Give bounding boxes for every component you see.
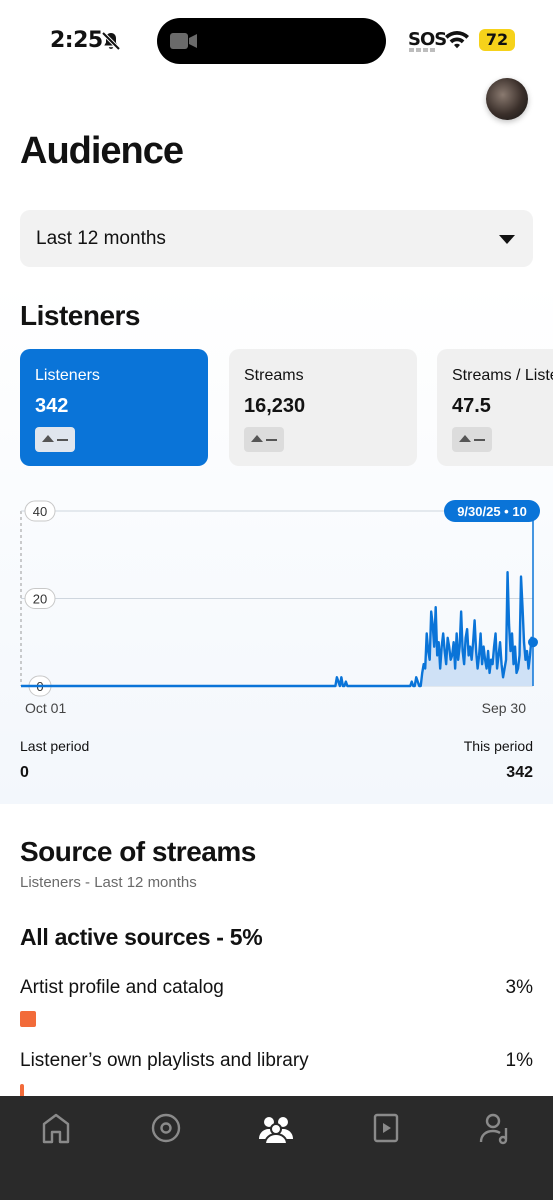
metric-label: Streams / Listener	[452, 367, 553, 384]
trend-up-icon	[459, 435, 471, 442]
profile-music-icon[interactable]	[476, 1110, 516, 1146]
last-period-label: Last period	[20, 738, 90, 754]
avatar[interactable]	[486, 78, 528, 120]
trend-badge	[35, 427, 75, 452]
metric-value: 47.5	[452, 395, 491, 417]
date-range-select[interactable]: Last 12 months	[20, 210, 533, 267]
home-icon[interactable]	[36, 1110, 76, 1146]
trend-up-icon	[251, 435, 263, 442]
chevron-down-icon	[499, 235, 515, 244]
source-bar-artist-profile	[20, 1011, 36, 1027]
metric-value: 16,230	[244, 395, 306, 417]
source-row-own-playlists[interactable]: Listener’s own playlists and library 1%	[20, 1050, 533, 1072]
y-tick-label: 20	[33, 592, 47, 607]
signal-dots-icon	[409, 48, 435, 52]
series-line	[21, 571, 535, 688]
all-active-sources-heading: All active sources - 5%	[20, 924, 263, 950]
metric-card-streams-per-listener[interactable]: Streams / Listener 47.5	[437, 349, 553, 466]
trend-badge	[244, 427, 284, 452]
video-icon[interactable]	[366, 1110, 406, 1146]
this-period-value: 342	[506, 764, 533, 781]
series-endpoint	[528, 637, 538, 648]
x-tick-label-end: Sep 30	[482, 700, 527, 716]
source-label: Artist profile and catalog	[20, 977, 224, 998]
page-title: Audience	[20, 130, 184, 172]
source-of-streams-subtitle: Listeners - Last 12 months	[20, 874, 197, 891]
y-tick-label: 40	[33, 504, 47, 519]
battery-indicator: 72	[479, 29, 515, 51]
metric-value: 342	[35, 395, 69, 417]
trend-badge	[452, 427, 492, 452]
source-percent: 1%	[505, 1050, 533, 1071]
y-tick-pill	[24, 588, 56, 609]
tooltip-pill	[444, 500, 540, 522]
source-label: Listener’s own playlists and library	[20, 1050, 309, 1071]
metric-label: Listeners	[35, 367, 100, 384]
bell-off-icon	[101, 31, 121, 51]
source-percent: 3%	[505, 977, 533, 998]
last-period-value: 0	[20, 764, 29, 781]
dash-icon	[266, 439, 277, 441]
dash-icon	[57, 439, 68, 441]
metric-label: Streams	[244, 367, 304, 384]
wifi-icon	[445, 31, 469, 49]
audience-icon[interactable]	[256, 1110, 296, 1146]
listeners-title: Listeners	[20, 300, 141, 331]
metric-card-listeners[interactable]: Listeners 342	[20, 349, 208, 466]
video-camera-icon	[170, 33, 197, 49]
source-bar-own-playlists	[20, 1084, 24, 1100]
source-of-streams-title: Source of streams	[20, 836, 256, 867]
source-row-artist-profile[interactable]: Artist profile and catalog 3%	[20, 977, 533, 999]
status-bar: 2:25 SOS 72	[0, 0, 553, 80]
dash-icon	[474, 439, 485, 441]
tooltip-text: 9/30/25 • 10	[457, 504, 527, 519]
trend-up-icon	[42, 435, 54, 442]
y-tick-pill	[24, 500, 56, 522]
sos-indicator: SOS	[408, 29, 447, 50]
music-disc-icon[interactable]	[146, 1110, 186, 1146]
metric-card-streams[interactable]: Streams 16,230	[229, 349, 417, 466]
series-area	[21, 572, 533, 686]
x-tick-label-start: Oct 01	[25, 700, 66, 716]
this-period-label: This period	[463, 738, 533, 754]
status-time: 2:25	[50, 28, 103, 53]
date-range-value: Last 12 months	[36, 228, 166, 249]
bottom-tab-bar	[0, 1096, 553, 1200]
